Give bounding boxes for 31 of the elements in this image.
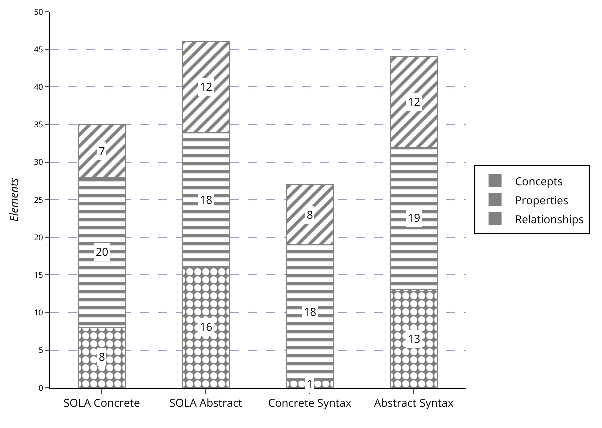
data-label: 8 bbox=[307, 208, 314, 223]
data-label: 12 bbox=[408, 95, 421, 110]
y-tick-label: 30 bbox=[34, 157, 44, 168]
y-tick-label: 25 bbox=[34, 194, 44, 206]
data-label: 19 bbox=[408, 211, 421, 226]
y-tick-label: 40 bbox=[34, 82, 44, 93]
data-label: 7 bbox=[99, 144, 106, 159]
x-tick-label: Concrete Syntax bbox=[268, 396, 352, 412]
y-tick-label: 35 bbox=[34, 120, 44, 131]
data-label: 12 bbox=[200, 80, 213, 95]
data-label: 18 bbox=[304, 305, 317, 320]
data-label: 13 bbox=[408, 332, 421, 347]
text: Properties bbox=[515, 193, 569, 208]
y-axis-title: Elements bbox=[7, 178, 22, 222]
y-tick-label: 0 bbox=[38, 382, 44, 394]
data-label: 18 bbox=[200, 193, 213, 208]
data-label: 1 bbox=[307, 377, 314, 392]
y-tick-label: 5 bbox=[38, 345, 44, 356]
x-tick-label: Abstract Syntax bbox=[374, 396, 454, 412]
data-label: 20 bbox=[96, 245, 109, 260]
data-label: 16 bbox=[200, 320, 213, 335]
y-tick-label: 10 bbox=[34, 308, 44, 319]
text: Concepts bbox=[515, 174, 563, 190]
y-tick-label: 45 bbox=[34, 44, 44, 56]
text: Relationships bbox=[515, 212, 584, 228]
data-label: 8 bbox=[99, 350, 106, 365]
y-tick-label: 20 bbox=[34, 232, 44, 244]
y-tick-label: 15 bbox=[34, 270, 44, 281]
y-tick-label: 50 bbox=[34, 6, 44, 18]
x-tick-label: SOLA Abstract bbox=[170, 396, 242, 412]
x-tick-label: SOLA Concrete bbox=[64, 396, 140, 412]
